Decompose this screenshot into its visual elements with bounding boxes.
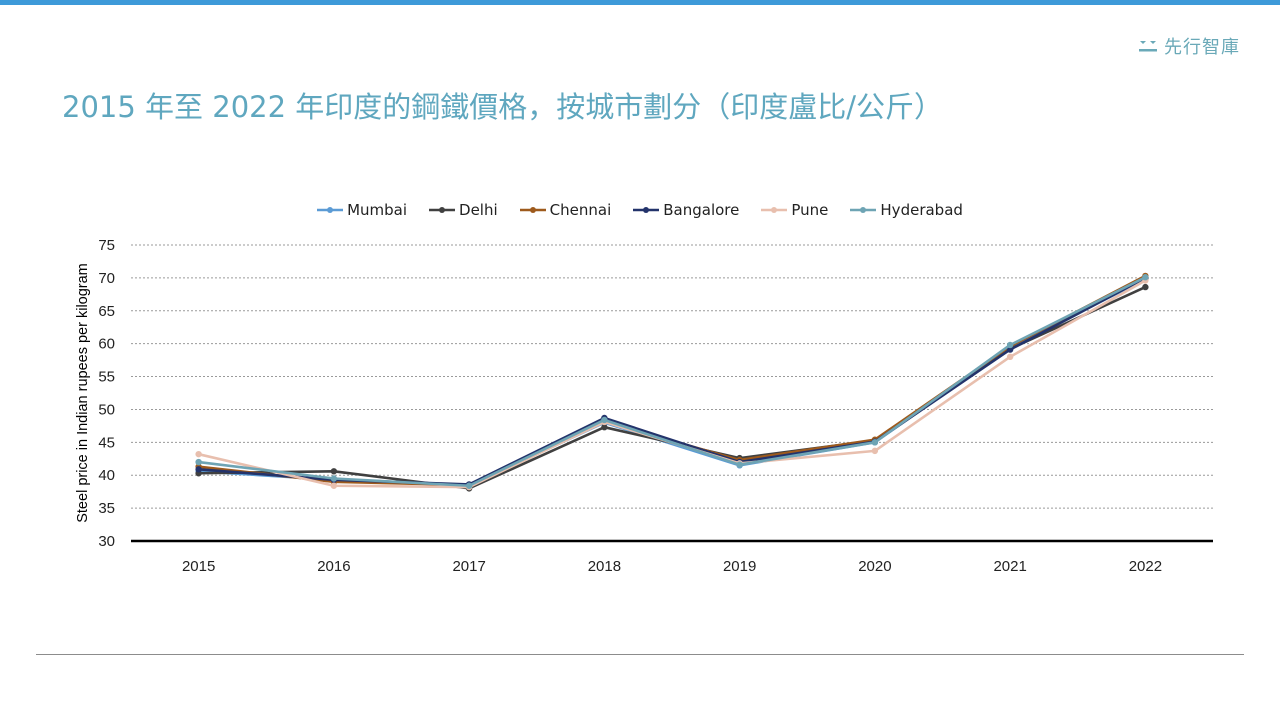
data-point-hyderabad	[736, 461, 743, 468]
x-tick-label: 2019	[723, 558, 756, 575]
data-point-hyderabad	[871, 439, 879, 446]
x-tick-label: 2015	[182, 558, 215, 575]
y-tick-label: 40	[98, 467, 115, 484]
y-tick-label: 55	[98, 369, 115, 386]
brand-logo: 先行智庫	[1138, 33, 1240, 59]
data-point-pune	[330, 482, 338, 489]
data-point-hyderabad	[1142, 274, 1149, 281]
legend-item-chennai: Chennai	[519, 201, 612, 219]
legend-label: Delhi	[459, 201, 498, 219]
x-tick-label: 2020	[858, 558, 891, 575]
series-line-mumbai	[198, 278, 1146, 488]
legend-item-mumbai: Mumbai	[317, 201, 407, 219]
legend-item-bangalore: Bangalore	[633, 201, 739, 219]
y-tick-label: 65	[98, 303, 115, 320]
page-title: 2015 年至 2022 年印度的鋼鐵價格，按城市劃分（印度盧比/公斤）	[62, 90, 944, 124]
data-point-delhi	[330, 468, 338, 475]
brand-logo-icon	[1139, 41, 1157, 52]
legend-item-delhi: Delhi	[429, 201, 498, 219]
data-point-bangalore	[195, 466, 202, 473]
data-point-pune	[1006, 353, 1014, 361]
y-axis-label: Steel price in Indian rupees per kilogra…	[75, 263, 91, 523]
series-line-chennai	[198, 274, 1146, 487]
data-point-hyderabad	[465, 482, 473, 489]
data-point-hyderabad	[195, 458, 202, 466]
y-tick-label: 70	[98, 270, 115, 287]
data-point-pune	[195, 450, 202, 458]
legend-swatch	[850, 207, 877, 213]
x-tick-label: 2022	[1129, 558, 1162, 575]
legend-item-pune: Pune	[761, 201, 828, 219]
footer-divider	[36, 654, 1244, 655]
series-line-pune	[198, 279, 1147, 489]
data-point-delhi	[1142, 283, 1149, 291]
data-point-delhi	[601, 424, 608, 431]
y-tick-label: 50	[98, 401, 115, 418]
top-accent-bar	[0, 0, 1280, 5]
legend-swatch	[429, 207, 456, 213]
data-point-hyderabad	[330, 475, 338, 482]
x-tick-label: 2021	[993, 558, 1026, 575]
legend-label: Chennai	[549, 201, 612, 219]
legend-swatch	[633, 207, 660, 213]
y-tick-label: 45	[98, 434, 115, 451]
series-line-bangalore	[198, 276, 1146, 486]
legend-item-hyderabad: Hyderabad	[850, 201, 963, 219]
x-tick-label: 2017	[452, 558, 485, 575]
series-line-delhi	[198, 285, 1146, 490]
legend-label: Pune	[791, 201, 829, 219]
y-tick-label: 35	[98, 500, 115, 517]
x-tick-label: 2018	[588, 558, 621, 575]
y-tick-label: 75	[98, 237, 115, 254]
legend-label: Mumbai	[347, 201, 408, 219]
data-point-hyderabad	[1006, 341, 1014, 349]
legend-swatch	[761, 207, 788, 213]
legend-swatch	[519, 207, 546, 213]
chart-legend: Mumbai Delhi Chennai Bangalore Pune Hyderabad	[0, 201, 1280, 219]
y-tick-label: 30	[98, 533, 115, 550]
x-tick-label: 2016	[317, 558, 350, 575]
data-point-bangalore	[1006, 346, 1014, 353]
legend-swatch	[317, 207, 344, 213]
data-point-hyderabad	[601, 416, 608, 424]
legend-label: Bangalore	[663, 201, 740, 219]
brand-name: 先行智庫	[1164, 37, 1240, 58]
legend-label: Hyderabad	[880, 201, 963, 219]
y-tick-label: 60	[98, 336, 115, 353]
series-line-hyderabad	[198, 276, 1146, 488]
data-point-pune	[871, 447, 879, 455]
